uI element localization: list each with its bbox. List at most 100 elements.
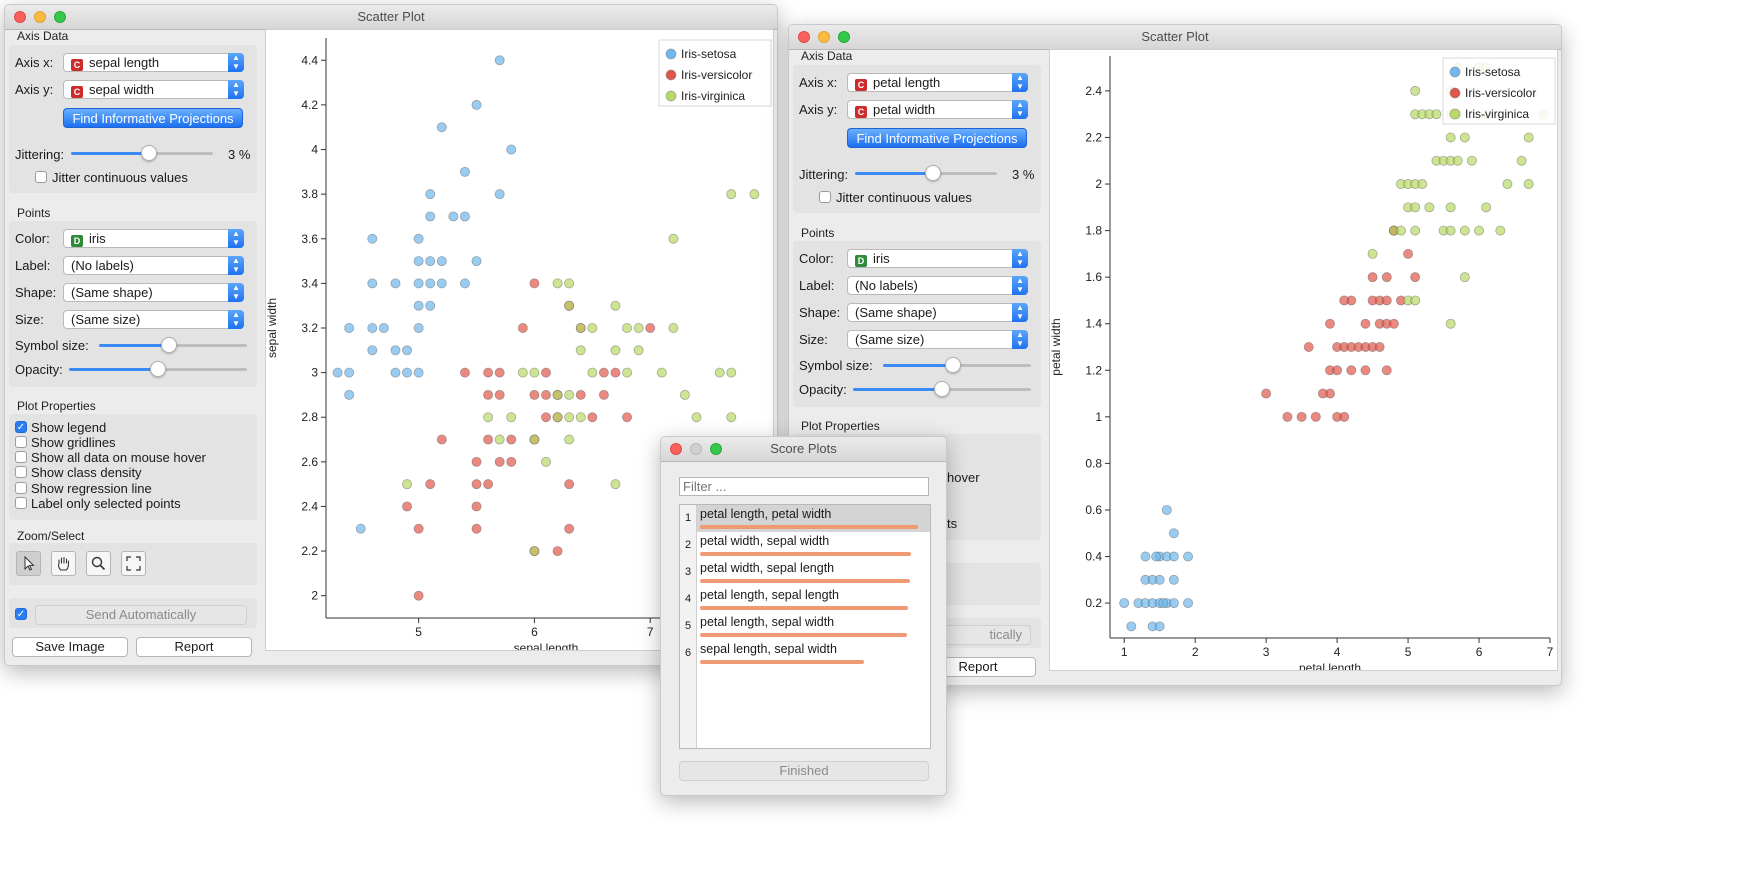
jitter-continuous-checkbox[interactable]	[35, 171, 47, 183]
data-point	[633, 322, 644, 333]
y-tick-label: 1.8	[1085, 224, 1102, 238]
list-item[interactable]: 5 petal length, sepal width	[680, 613, 930, 640]
data-point	[540, 456, 551, 467]
show-regression-line-checkbox[interactable]	[15, 482, 27, 494]
label-combo[interactable]: (No labels) ▲ ▼	[63, 256, 244, 275]
close-button[interactable]	[14, 11, 26, 23]
data-point	[1168, 574, 1179, 585]
jitter-continuous-checkbox[interactable]	[819, 191, 831, 203]
slider-knob[interactable]	[141, 145, 157, 161]
data-point	[471, 479, 482, 490]
find-informative-projections-button[interactable]: Find Informative Projections	[63, 108, 243, 128]
list-item[interactable]: 6 sepal length, sepal width	[680, 640, 930, 667]
slider-knob[interactable]	[934, 381, 950, 397]
score-plots-list[interactable]: 1 petal length, petal width 2 petal widt…	[679, 504, 931, 749]
jittering-slider[interactable]	[71, 145, 213, 161]
jittering-slider[interactable]	[855, 165, 997, 181]
show-class-density-checkbox[interactable]	[15, 466, 27, 478]
slider-knob[interactable]	[150, 361, 166, 377]
symbol-size-slider[interactable]	[99, 337, 247, 353]
axis-y-label: Axis y:	[799, 102, 838, 117]
data-point	[367, 233, 378, 244]
data-point	[1395, 225, 1406, 236]
plot-properties-section-title: Plot Properties	[17, 399, 96, 413]
send-automatically-button[interactable]: Send Automatically	[35, 605, 247, 625]
data-point	[402, 501, 413, 512]
show-legend-checkbox[interactable]: ✓	[15, 421, 27, 433]
right-scatter-chart[interactable]: 1 2 3 4 5 6 7 0.2 0.4 0.6 0.8 1 1.2 1.4 1.6 1.8 2 2.2 2.4 p…	[1049, 50, 1557, 675]
send-automatically-checkbox[interactable]: ✓	[15, 608, 27, 620]
maximize-button[interactable]	[710, 443, 722, 455]
reset-zoom-button[interactable]	[121, 551, 146, 576]
close-button[interactable]	[798, 31, 810, 43]
find-informative-projections-button[interactable]: Find Informative Projections	[847, 128, 1027, 148]
data-point	[344, 389, 355, 400]
close-button[interactable]	[670, 443, 682, 455]
x-axis-label: sepal length	[514, 641, 579, 650]
right-plot-area[interactable]: 1 2 3 4 5 6 7 0.2 0.4 0.6 0.8 1 1.2 1.4 1.6 1.8 2 2.2 2.4 p…	[1049, 49, 1558, 675]
label-combo[interactable]: (No labels) ▲ ▼	[847, 276, 1028, 295]
data-point	[506, 144, 517, 155]
list-item[interactable]: 1 petal length, petal width	[680, 505, 930, 532]
maximize-button[interactable]	[838, 31, 850, 43]
data-point	[552, 546, 563, 557]
opacity-slider[interactable]	[69, 361, 247, 377]
list-item[interactable]: 2 petal width, sepal width	[680, 532, 930, 559]
report-button[interactable]: Report	[920, 657, 1036, 677]
pointer-tool-button[interactable]	[16, 551, 41, 576]
slider-knob[interactable]	[945, 357, 961, 373]
discrete-badge: D	[855, 255, 867, 267]
show-all-data-checkbox[interactable]	[15, 451, 27, 463]
data-point	[1367, 248, 1378, 259]
maximize-button[interactable]	[54, 11, 66, 23]
minimize-button[interactable]	[690, 443, 702, 455]
left-scatter-chart[interactable]: 5 6 7 2 2.2 2.4 2.6 2.8 3 3.2 3.4 3.6 3.8 4 4.2 4.4 sepa…	[265, 30, 773, 655]
x-tick-label: 5	[1405, 645, 1412, 659]
label-selected-points-label: Label only selected points	[31, 496, 181, 511]
data-point	[564, 412, 575, 423]
shape-combo[interactable]: (Same shape) ▲ ▼	[847, 303, 1028, 322]
status-bar: Finished	[679, 761, 929, 781]
symbol-size-slider[interactable]	[883, 357, 1031, 373]
chevron-updown-icon: ▲ ▼	[228, 80, 244, 99]
data-point	[1445, 202, 1456, 213]
minimize-button[interactable]	[818, 31, 830, 43]
chevron-updown-icon: ▲ ▼	[1012, 303, 1028, 322]
data-point	[413, 590, 424, 601]
minimize-button[interactable]	[34, 11, 46, 23]
data-point	[1381, 272, 1392, 283]
slider-knob[interactable]	[161, 337, 177, 353]
row-rank: 1	[680, 505, 697, 532]
data-point	[1466, 155, 1477, 166]
row-label: petal length, petal width	[700, 507, 832, 521]
row-label: petal width, sepal width	[700, 534, 830, 548]
opacity-slider[interactable]	[853, 381, 1031, 397]
rank-column-filler	[680, 667, 697, 748]
pan-tool-button[interactable]	[51, 551, 76, 576]
show-gridlines-checkbox[interactable]	[15, 436, 27, 448]
label-label: Label:	[799, 278, 835, 293]
report-button[interactable]: Report	[136, 637, 252, 657]
shape-combo[interactable]: (Same shape) ▲ ▼	[63, 283, 244, 302]
show-regression-line-label: Show regression line	[31, 481, 152, 496]
data-point	[1523, 179, 1534, 190]
y-tick-label: 3.4	[301, 276, 318, 290]
list-item[interactable]: 4 petal length, sepal length	[680, 586, 930, 613]
data-point	[1495, 225, 1506, 236]
data-point	[1388, 318, 1399, 329]
size-combo[interactable]: (Same size) ▲ ▼	[847, 330, 1028, 349]
zoom-tool-button[interactable]	[86, 551, 111, 576]
label-selected-points-checkbox[interactable]	[15, 497, 27, 509]
filter-input[interactable]	[679, 477, 929, 496]
data-point	[1151, 551, 1162, 562]
slider-knob[interactable]	[925, 165, 941, 181]
list-item[interactable]: 3 petal width, sepal length	[680, 559, 930, 586]
save-image-button[interactable]: Save Image	[12, 637, 128, 657]
size-combo[interactable]: (Same size) ▲ ▼	[63, 310, 244, 329]
